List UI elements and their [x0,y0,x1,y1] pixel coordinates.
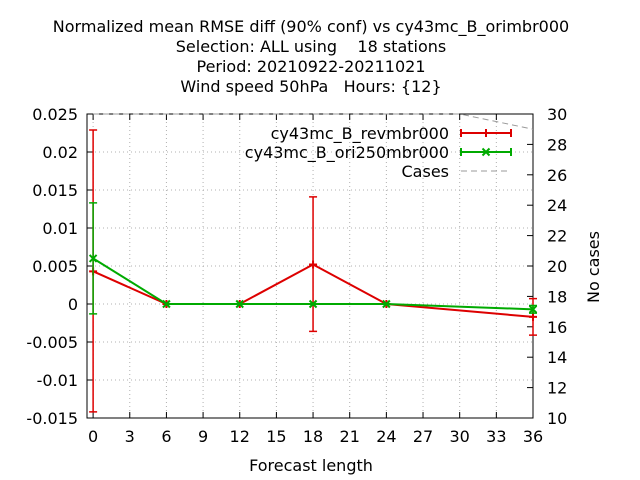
data-point-marker [235,299,244,309]
x-tick-label: 3 [125,427,135,446]
y-tick-label: 0.005 [32,257,78,276]
series-line [92,263,534,318]
data-point-marker [162,299,171,309]
title-line-4: Wind speed 50hPa Hours: {12} [180,77,442,96]
series-0 [89,129,537,413]
data-point-marker [482,129,490,137]
data-point-marker [88,254,98,263]
y-tick-label: -0.005 [26,333,78,352]
y2-tick-label: 12 [547,379,567,398]
y2-tick-label: 10 [547,409,567,428]
data-point-marker [481,147,491,157]
x-tick-label: 36 [523,427,543,446]
data-point-marker [308,299,318,309]
chart-title: Normalized mean RMSE diff (90% conf) vs … [0,17,622,97]
y-tick-label: 0.01 [42,219,78,238]
y2-tick-label: 28 [547,135,567,154]
y-tick-label: -0.015 [26,409,78,428]
title-line-3: Period: 20210922-20211021 [196,57,426,76]
y2-tick-label: 16 [547,318,567,337]
x-tick-label: 18 [303,427,323,446]
y-tick-label: -0.01 [37,371,78,390]
legend-label: Cases [402,162,450,181]
data-point-marker [382,299,391,309]
data-point-marker [528,305,538,314]
series-line [93,113,534,130]
x-tick-label: 21 [340,427,360,446]
y-tick-label: 0.02 [42,143,78,162]
y2-tick-label: 18 [547,287,567,306]
legend-label: cy43mc_B_revmbr000 [271,124,449,144]
title-line-1: Normalized mean RMSE diff (90% conf) vs … [52,17,570,36]
title-line-2: Selection: ALL using 18 stations [175,37,447,56]
x-tick-label: 27 [413,427,433,446]
y2-axis-label: No cases [584,231,603,303]
y2-tick-label: 14 [547,348,567,367]
x-tick-label: 6 [161,427,171,446]
y2-tick-label: 22 [547,227,567,246]
series-layer [88,113,538,413]
y2-tick-label: 26 [547,166,567,185]
y2-tick-label: 24 [547,196,567,215]
x-tick-label: 9 [198,427,208,446]
x-tick-label: 12 [230,427,250,446]
series-line [92,257,534,311]
x-tick-label: 33 [486,427,506,446]
x-axis: 0 3 6 9 12 15 18 21 24 27 30 33 36 [88,114,543,446]
x-tick-label: 0 [88,427,98,446]
y2-tick-label: 30 [547,105,567,124]
legend: cy43mc_B_revmbr000cy43mc_B_ori250mbr000C… [245,124,512,181]
y2-axis: 10 12 14 16 18 20 22 24 26 28 30 [527,105,567,428]
legend-label: cy43mc_B_ori250mbr000 [245,143,449,163]
data-point-marker [309,260,318,269]
x-axis-label: Forecast length [249,456,373,475]
y-tick-label: 0.015 [32,181,78,200]
y-axis: -0.015 -0.01 -0.005 0 0.005 0.01 0.015 0.02 0.02… [26,105,93,428]
series-2 [93,113,534,130]
x-tick-label: 24 [376,427,396,446]
y-tick-label: 0.025 [32,105,78,124]
x-tick-label: 15 [266,427,286,446]
data-point-marker [529,312,537,321]
x-tick-label: 30 [450,427,470,446]
y-tick-label: 0 [68,295,78,314]
y2-tick-label: 20 [547,257,567,276]
series-1 [88,202,538,315]
